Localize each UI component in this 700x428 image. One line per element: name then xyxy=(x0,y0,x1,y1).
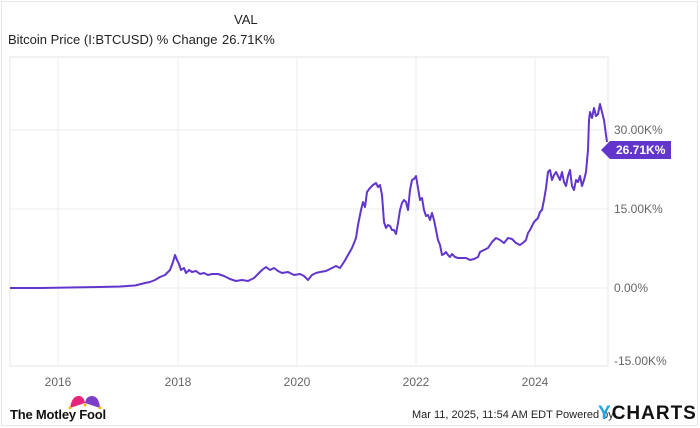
series-line xyxy=(10,103,608,289)
y-tick-label: 15.00K% xyxy=(614,202,663,216)
ycharts-wordmark: CHARTS xyxy=(611,403,697,424)
x-tick-label: 2020 xyxy=(283,375,311,389)
x-tick-label: 2018 xyxy=(164,375,192,389)
timestamp-text: Mar 11, 2025, 11:54 AM EDT xyxy=(412,409,553,421)
y-tick-label: 30.00K% xyxy=(614,123,663,137)
motley-fool-logo: The Motley Fool xyxy=(10,407,106,422)
y-tick-label: -15.00K% xyxy=(614,354,667,368)
footer-timestamp: Mar 11, 2025, 11:54 AM EDT Powered by xyxy=(412,409,614,421)
ycharts-y-mark: Y xyxy=(598,403,612,424)
x-tick-label: 2022 xyxy=(402,375,430,389)
y-tick-label: 0.00% xyxy=(614,281,649,295)
plot-border xyxy=(9,56,609,367)
last-value-badge: 26.71K% xyxy=(600,141,672,159)
legend-series-name: Bitcoin Price (I:BTCUSD) % Change xyxy=(8,32,218,47)
jester-hat-icon xyxy=(68,395,102,409)
x-tick-label: 2016 xyxy=(44,375,72,389)
ycharts-logo: YCHARTS xyxy=(598,403,697,425)
legend-series-value: 26.71K% xyxy=(222,32,275,47)
powered-by-text: Powered by xyxy=(555,409,614,421)
legend-column-header: VAL xyxy=(234,12,258,27)
x-tick-label: 2024 xyxy=(521,375,549,389)
